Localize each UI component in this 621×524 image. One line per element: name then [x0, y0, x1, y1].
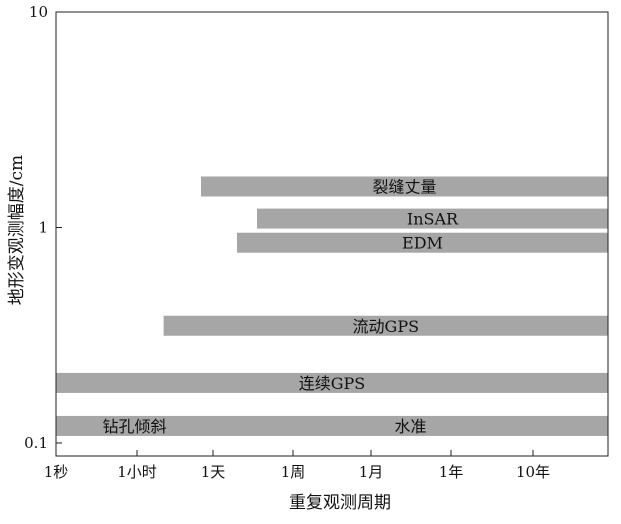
x-tick-label: 1年	[439, 463, 464, 481]
x-tick-label: 1秒	[44, 463, 69, 481]
plot-frame	[55, 11, 609, 457]
bar-label: 钻孔倾斜	[102, 417, 166, 436]
axes-layer: 1秒 1小时 1天 1周 1月 1年 10年 0.1 1 10	[24, 3, 550, 481]
bar-label: 水准	[394, 417, 426, 436]
x-tick-label: 1小时	[117, 463, 157, 481]
range-bar	[56, 372, 608, 393]
x-tick-label: 1月	[359, 463, 384, 481]
x-tick-label: 1天	[201, 463, 226, 481]
x-tick-label: 1周	[281, 463, 306, 481]
bar-label: 裂缝丈量	[372, 177, 436, 196]
x-tick-label: 10年	[516, 463, 550, 481]
range-bar	[213, 415, 608, 436]
range-bar	[257, 208, 608, 229]
y-tick-label: 1	[38, 219, 48, 237]
bar-label: EDM	[402, 234, 443, 253]
bar-label: 连续GPS	[299, 374, 366, 393]
x-axis-title: 重复观测周期	[289, 493, 391, 513]
y-axis-title: 地形变观测幅度/cm	[7, 155, 27, 305]
bar-label: 流动GPS	[353, 317, 420, 336]
range-bar	[163, 315, 608, 336]
y-tick-label: 0.1	[24, 434, 48, 452]
range-bar	[56, 415, 213, 436]
y-tick-label: 10	[29, 3, 48, 21]
bars-layer: 裂缝丈量 InSAR EDM 流动GPS 连续GPS 钻孔倾斜 水准	[56, 176, 608, 436]
bar-label: InSAR	[407, 210, 459, 229]
range-bar	[201, 176, 608, 197]
range-bar	[237, 232, 608, 253]
